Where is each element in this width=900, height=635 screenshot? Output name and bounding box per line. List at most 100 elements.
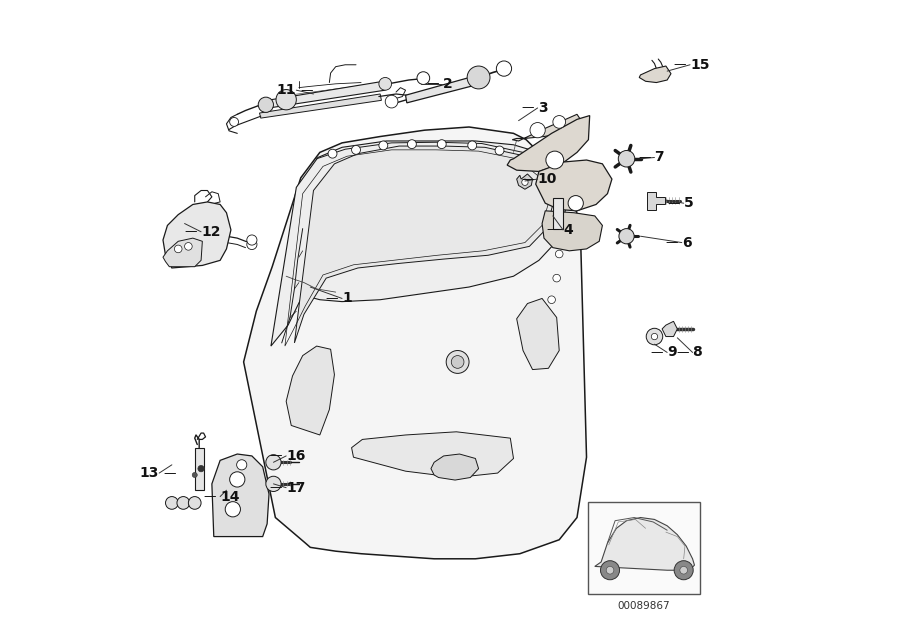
Text: —: — — [521, 173, 534, 185]
Polygon shape — [163, 238, 202, 267]
Polygon shape — [352, 432, 514, 478]
Text: 15: 15 — [690, 58, 709, 72]
Circle shape — [618, 150, 634, 167]
Circle shape — [198, 465, 204, 472]
Circle shape — [417, 72, 429, 84]
Text: 00089867: 00089867 — [617, 601, 670, 612]
Text: —: — — [270, 450, 283, 462]
Polygon shape — [553, 198, 563, 229]
Circle shape — [175, 245, 182, 253]
Polygon shape — [259, 81, 385, 109]
Circle shape — [607, 566, 614, 574]
Circle shape — [188, 497, 201, 509]
Text: —: — — [651, 346, 663, 359]
Polygon shape — [595, 518, 695, 570]
Polygon shape — [536, 160, 612, 211]
Circle shape — [237, 460, 247, 470]
Circle shape — [446, 351, 469, 373]
Text: 5: 5 — [684, 196, 693, 210]
Polygon shape — [431, 454, 479, 480]
Circle shape — [546, 170, 554, 178]
Text: —: — — [668, 197, 680, 210]
Text: 8: 8 — [693, 345, 702, 359]
Circle shape — [520, 152, 529, 161]
Text: 6: 6 — [682, 236, 691, 250]
Polygon shape — [259, 94, 382, 118]
Text: —: — — [676, 346, 688, 359]
Text: —: — — [203, 490, 216, 503]
Circle shape — [230, 117, 238, 126]
Polygon shape — [662, 321, 678, 337]
Circle shape — [230, 472, 245, 487]
Polygon shape — [271, 141, 565, 346]
Circle shape — [352, 145, 361, 154]
Text: 2: 2 — [443, 77, 452, 91]
Polygon shape — [163, 202, 231, 268]
Text: 3: 3 — [537, 101, 547, 115]
Circle shape — [568, 196, 583, 211]
Polygon shape — [406, 75, 481, 103]
Text: 4: 4 — [563, 223, 572, 237]
Circle shape — [553, 274, 561, 282]
Circle shape — [225, 502, 240, 517]
Circle shape — [495, 146, 504, 155]
Circle shape — [600, 561, 619, 580]
Text: —: — — [521, 102, 534, 114]
Circle shape — [247, 235, 257, 245]
Circle shape — [530, 123, 545, 138]
Circle shape — [266, 476, 281, 491]
Text: 12: 12 — [201, 225, 220, 239]
Text: 14: 14 — [220, 490, 239, 504]
Text: —: — — [163, 467, 176, 479]
Circle shape — [552, 187, 559, 194]
Polygon shape — [508, 116, 590, 171]
Circle shape — [451, 356, 464, 368]
Circle shape — [247, 239, 257, 250]
Polygon shape — [512, 114, 582, 141]
Circle shape — [467, 66, 490, 89]
Polygon shape — [244, 127, 587, 559]
Circle shape — [497, 61, 511, 76]
Polygon shape — [517, 298, 559, 370]
Text: —: — — [326, 292, 338, 305]
Text: 17: 17 — [286, 481, 305, 495]
Circle shape — [379, 141, 388, 150]
Text: 13: 13 — [140, 466, 159, 480]
Text: —: — — [270, 481, 283, 494]
Circle shape — [468, 141, 477, 150]
Circle shape — [555, 250, 563, 258]
Circle shape — [379, 77, 392, 90]
Polygon shape — [194, 448, 203, 490]
Circle shape — [548, 296, 555, 304]
Circle shape — [680, 566, 688, 574]
Circle shape — [522, 179, 528, 185]
Text: —: — — [546, 224, 559, 236]
Circle shape — [652, 333, 658, 340]
Circle shape — [328, 149, 337, 158]
Text: —: — — [184, 225, 197, 238]
Circle shape — [546, 151, 563, 169]
Text: —: — — [426, 77, 438, 90]
Circle shape — [408, 140, 417, 149]
Text: 16: 16 — [286, 449, 305, 463]
Text: 10: 10 — [537, 172, 557, 186]
Circle shape — [555, 228, 563, 236]
Text: 9: 9 — [667, 345, 677, 359]
Circle shape — [177, 497, 190, 509]
Circle shape — [266, 455, 281, 470]
Polygon shape — [286, 346, 335, 435]
Circle shape — [166, 497, 178, 509]
Bar — [589, 502, 699, 594]
Polygon shape — [294, 146, 554, 343]
Circle shape — [258, 97, 274, 112]
Text: —: — — [300, 84, 312, 97]
Circle shape — [437, 140, 446, 149]
Circle shape — [553, 116, 565, 128]
Text: 7: 7 — [654, 150, 664, 164]
Polygon shape — [639, 66, 671, 83]
Text: —: — — [674, 58, 686, 71]
Circle shape — [184, 243, 193, 250]
Circle shape — [385, 95, 398, 108]
Circle shape — [276, 90, 296, 110]
Circle shape — [619, 229, 634, 244]
